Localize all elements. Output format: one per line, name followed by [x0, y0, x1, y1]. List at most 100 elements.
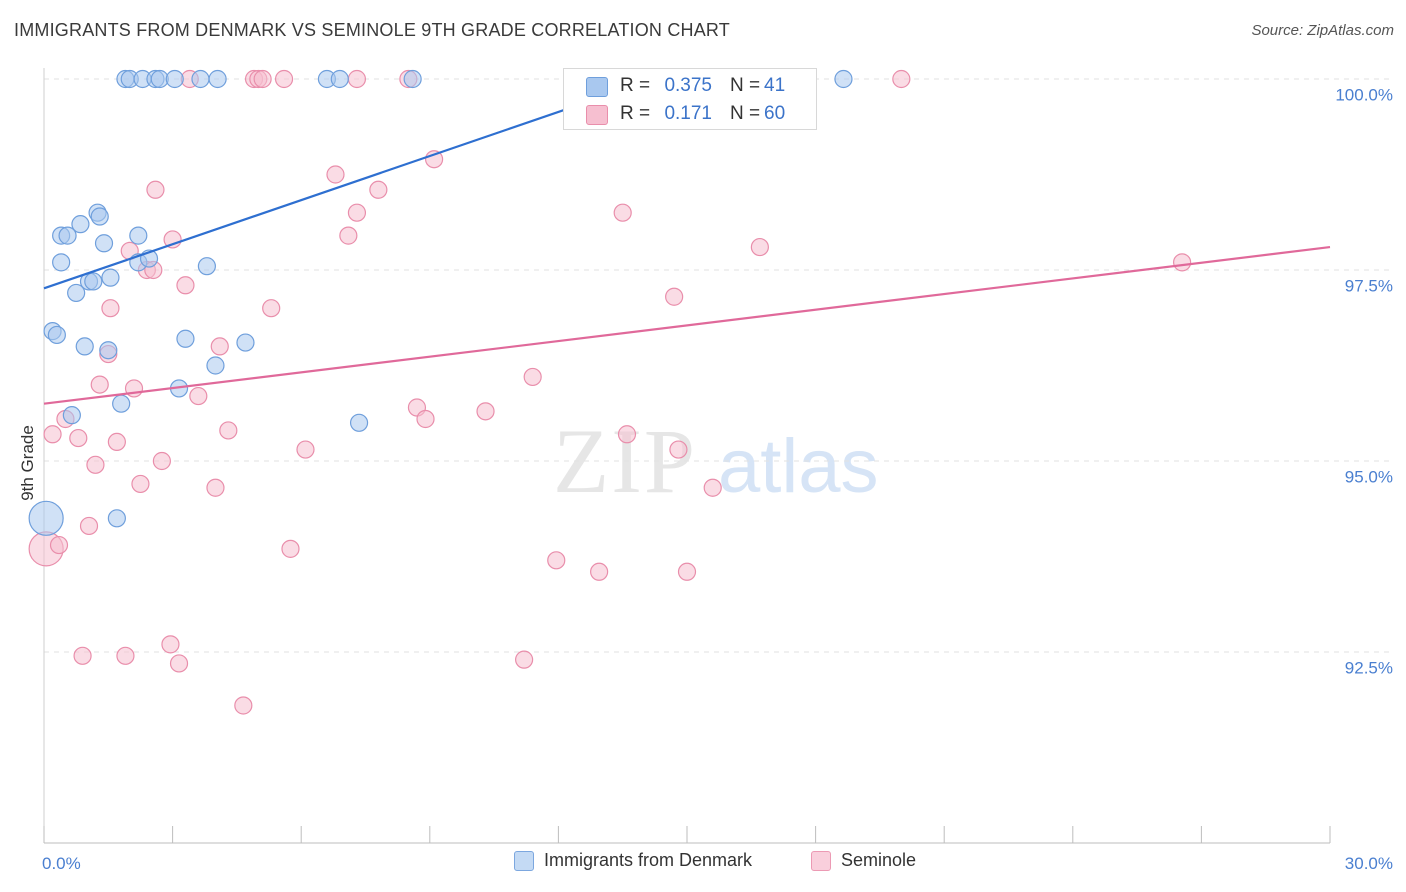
data-point [79, 516, 99, 536]
data-point [750, 237, 769, 257]
data-point [330, 69, 349, 89]
r-value: 0.375 [664, 75, 712, 96]
watermark-atlas: atlas [718, 424, 879, 509]
data-point [665, 287, 684, 306]
data-point [52, 253, 71, 272]
y-tick-label: 92.5% [1345, 658, 1393, 677]
data-point [296, 440, 315, 459]
data-point [677, 562, 697, 581]
data-point [347, 203, 367, 222]
seminole-points [28, 69, 1192, 715]
data-point [69, 428, 88, 448]
data-point [73, 646, 92, 665]
data-point [339, 226, 358, 245]
data-point [617, 425, 637, 444]
data-point [101, 299, 120, 318]
data-point [43, 425, 62, 444]
data-point [590, 562, 609, 581]
chart-title: IMMIGRANTS FROM DENMARK VS SEMINOLE 9TH … [14, 20, 731, 40]
correlation-legend: R = 0.375 N = 41 R = 0.171 N = 60 [563, 68, 817, 130]
data-point [208, 69, 227, 89]
data-point [515, 650, 534, 669]
data-point [169, 654, 189, 673]
data-point [253, 69, 272, 89]
data-point [161, 635, 180, 654]
denmark-points [28, 69, 853, 536]
data-point [523, 367, 542, 387]
r-label: R = [620, 103, 651, 124]
legend-swatch-blue [514, 850, 534, 871]
data-point [326, 165, 345, 184]
data-point [99, 341, 118, 360]
data-point [892, 69, 911, 89]
data-point [28, 500, 64, 536]
data-point [146, 180, 165, 199]
data-point [206, 356, 225, 375]
data-point [834, 69, 853, 89]
y-axis-label: 9th Grade [18, 425, 37, 501]
data-point [75, 337, 94, 356]
data-point [547, 551, 566, 570]
data-point [47, 325, 66, 345]
data-point [206, 478, 225, 497]
data-point [165, 69, 184, 89]
r-value: 0.171 [664, 103, 712, 124]
data-point [176, 329, 195, 348]
data-point [403, 69, 422, 89]
data-point [347, 69, 367, 89]
data-point [152, 451, 171, 471]
data-point [613, 203, 632, 222]
legend-swatch-blue [586, 77, 608, 97]
legend-item-denmark[interactable]: Immigrants from Denmark [514, 850, 752, 871]
data-point [416, 409, 435, 429]
y-tick-label: 95.0% [1345, 467, 1393, 486]
y-tick-label: 97.5% [1345, 276, 1393, 295]
data-point [176, 276, 195, 295]
data-point [62, 406, 81, 425]
legend-row-seminole: R = 0.171 N = 60 [564, 101, 816, 129]
data-point [129, 226, 148, 245]
data-point [86, 455, 105, 474]
data-point [369, 180, 388, 199]
n-label: N = [730, 103, 761, 124]
y-tick-label: 100.0% [1335, 85, 1393, 104]
r-label: R = [620, 75, 651, 96]
data-point [191, 69, 210, 89]
data-point [67, 283, 86, 303]
source-credit: Source: ZipAtlas.com [1251, 22, 1394, 39]
data-point [703, 478, 722, 497]
data-point [107, 509, 126, 528]
data-point [262, 299, 281, 318]
legend-item-seminole[interactable]: Seminole [811, 850, 916, 871]
n-value: 60 [764, 103, 786, 124]
legend-label-denmark: Immigrants from Denmark [544, 850, 753, 870]
data-point [219, 421, 238, 440]
axes [43, 68, 1331, 844]
trend-lines [43, 93, 1331, 405]
data-point [84, 272, 103, 291]
data-point [71, 215, 90, 234]
data-point [669, 440, 688, 459]
data-point [49, 535, 69, 555]
x-tick-label: 30.0% [1345, 854, 1393, 873]
data-point [210, 337, 229, 356]
legend-row-denmark: R = 0.375 N = 41 [564, 73, 816, 101]
data-point [349, 413, 369, 432]
data-point [112, 394, 131, 413]
tick-labels: 100.0% 97.5% 95.0% 92.5% 0.0% 30.0% [42, 85, 1393, 873]
n-value: 41 [764, 75, 786, 96]
data-point [116, 646, 135, 665]
data-point [236, 333, 255, 352]
data-point [234, 696, 253, 715]
n-label: N = [730, 75, 761, 96]
data-point [107, 432, 126, 451]
legend-swatch-pink [811, 850, 831, 871]
data-point [197, 257, 216, 276]
legend-swatch-pink [586, 105, 608, 125]
trend-line-seminole [43, 245, 1331, 405]
grid [44, 78, 1392, 653]
trend-line-denmark [43, 93, 611, 290]
data-point [281, 539, 300, 558]
data-point [58, 226, 77, 245]
